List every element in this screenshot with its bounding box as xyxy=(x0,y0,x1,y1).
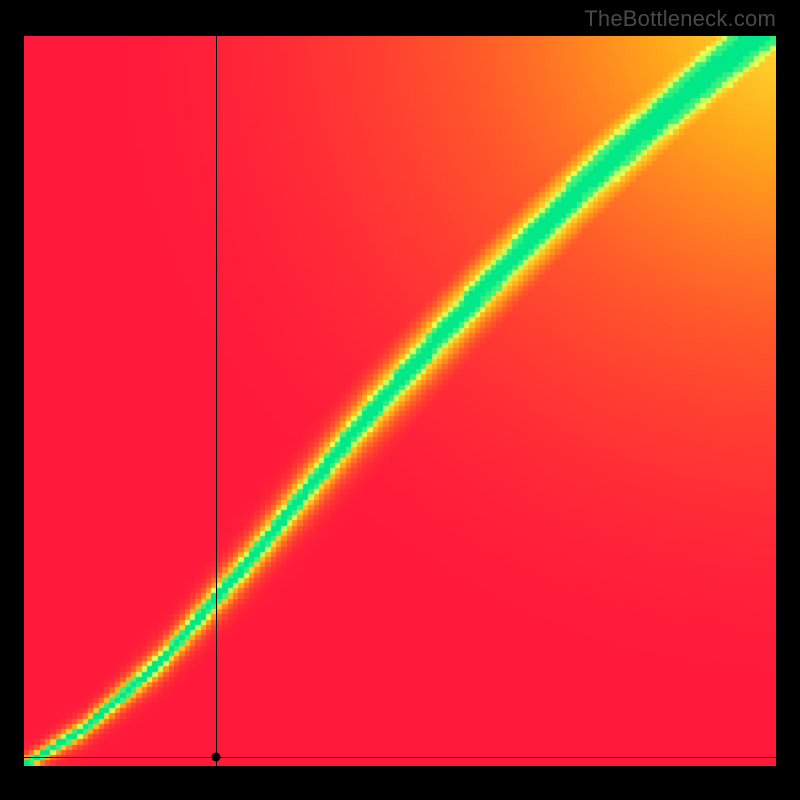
heatmap-canvas xyxy=(24,36,776,766)
heatmap-plot xyxy=(24,36,776,766)
crosshair-vertical xyxy=(216,36,217,766)
crosshair-horizontal xyxy=(24,757,776,758)
watermark-text: TheBottleneck.com xyxy=(584,6,776,32)
marker-dot xyxy=(211,753,220,762)
